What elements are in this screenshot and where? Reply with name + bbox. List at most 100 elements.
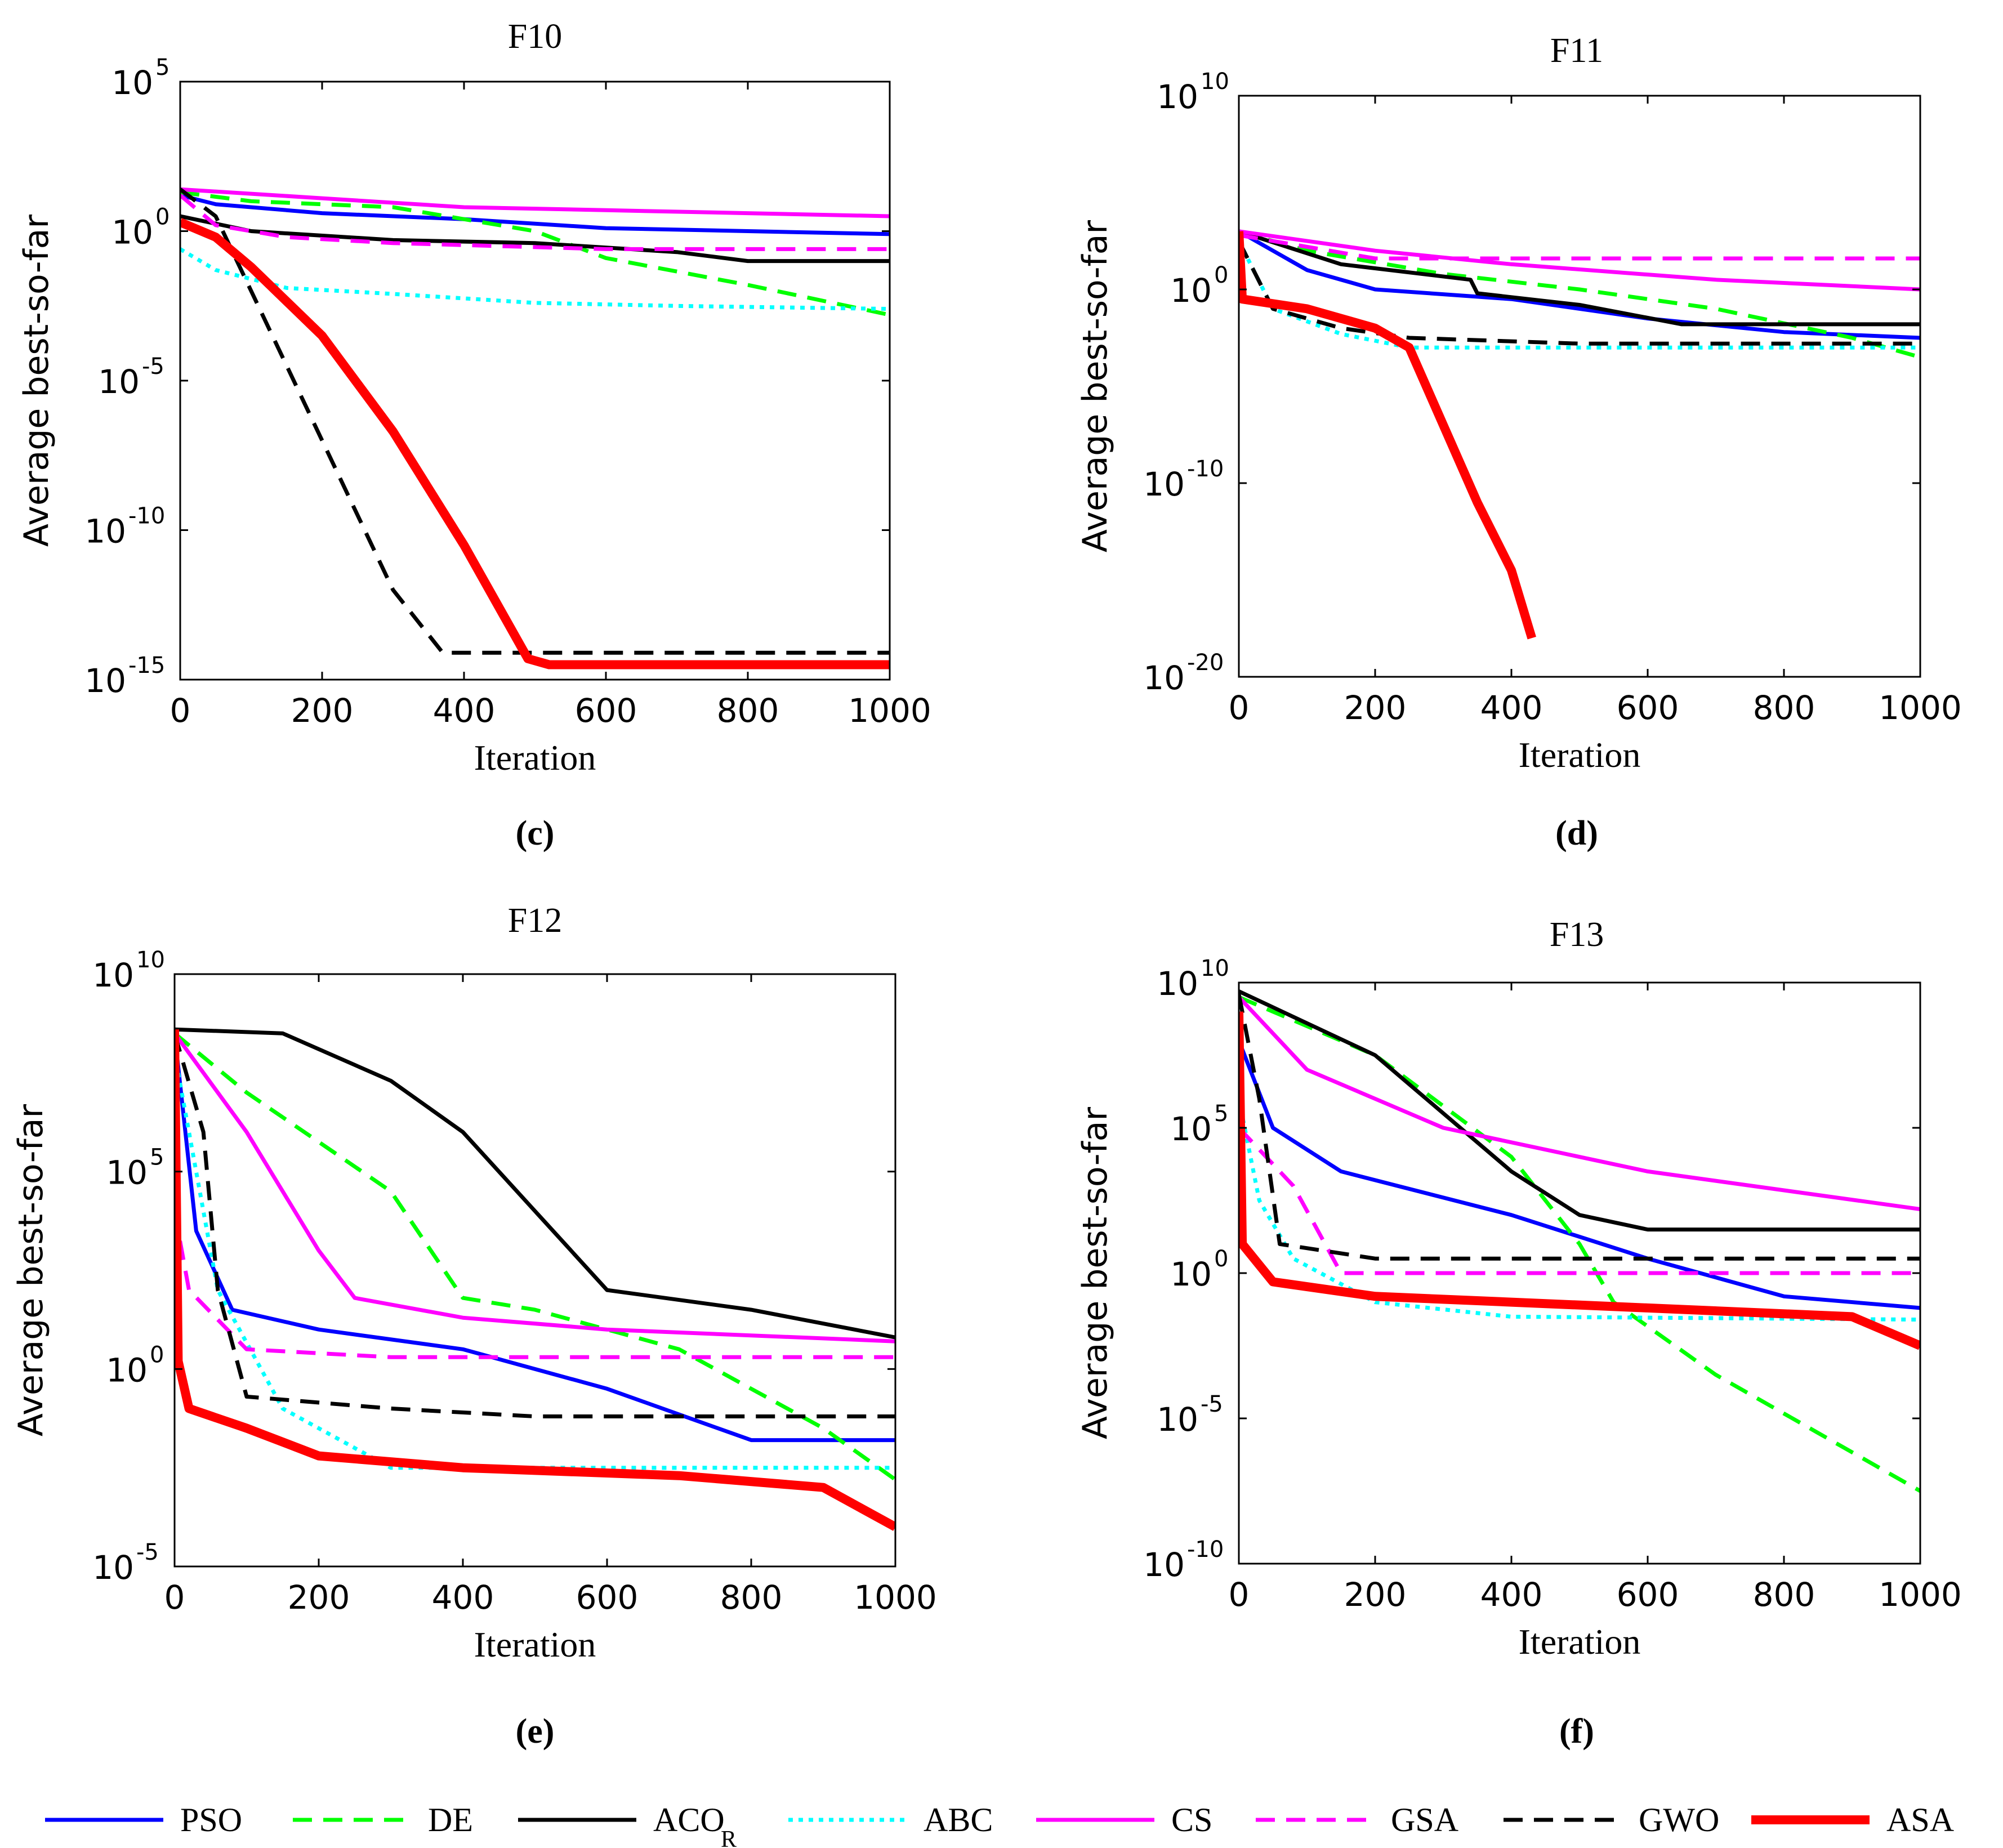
y-tick-label: 10 10 (1157, 956, 1229, 1003)
series-group (1239, 989, 1920, 1493)
x-tick-label: 200 (1344, 689, 1407, 727)
series-line-aco (1239, 989, 1920, 1232)
y-tick-exponent: -10 (1187, 456, 1224, 482)
x-axis-label: Iteration (474, 738, 596, 778)
series-line-abc (1239, 1098, 1920, 1322)
y-tick-label: 10 -10 (84, 503, 165, 551)
series-line-cs (180, 187, 890, 218)
panel-caption: (e) (516, 1712, 555, 1751)
chart-title: F11 (1550, 32, 1603, 70)
y-tick-label: 10 -5 (92, 1539, 159, 1587)
y-tick-exponent: 10 (136, 947, 165, 973)
y-tick-label: 10 0 (111, 204, 169, 252)
series-line-gwo (1239, 240, 1920, 346)
y-tick-base: 10 (1170, 271, 1212, 310)
series-line-gsa (1239, 1126, 1920, 1275)
x-tick-label: 0 (1229, 1575, 1250, 1614)
legend-item-gwo: GWO (1504, 1801, 1719, 1838)
series-line-asa (1239, 231, 1536, 640)
x-axis-label: Iteration (1519, 1622, 1641, 1662)
x-tick-label: 800 (1753, 689, 1815, 727)
y-tick-base: 10 (1143, 465, 1185, 503)
y-tick-exponent: 5 (1214, 1101, 1228, 1127)
legend-label: ABC (924, 1801, 993, 1838)
legend-item-gsa: GSA (1256, 1801, 1458, 1838)
y-tick-label: 10 -10 (1143, 456, 1224, 503)
y-tick-label: 10 5 (111, 55, 169, 102)
legend-label: GWO (1639, 1801, 1719, 1838)
y-tick-exponent: 0 (1214, 1246, 1228, 1272)
x-tick-label: 1000 (1879, 1575, 1962, 1614)
legend-label: ACO (653, 1801, 725, 1838)
series-line-cs (1239, 996, 1920, 1211)
chart-title: F12 (508, 901, 562, 940)
series-group (180, 187, 890, 669)
series-line-cs (175, 1032, 895, 1343)
series-group (175, 1027, 895, 1531)
x-tick-label: 400 (1480, 1575, 1543, 1614)
series-line-gwo (175, 1033, 895, 1418)
x-tick-label: 0 (1229, 689, 1250, 727)
x-tick-label: 600 (575, 691, 637, 730)
y-tick-base: 10 (1143, 659, 1185, 697)
y-axis-label: Average best-so-far (17, 215, 56, 547)
y-tick-exponent: -10 (1187, 1537, 1224, 1563)
y-tick-base: 10 (106, 1351, 148, 1389)
x-tick-label: 1000 (854, 1578, 937, 1617)
series-line-de (1239, 995, 1920, 1493)
y-axis-label: Average best-so-far (1076, 1107, 1115, 1440)
y-tick-label: 10 0 (106, 1342, 164, 1389)
y-tick-exponent: -20 (1187, 650, 1224, 676)
y-tick-exponent: 5 (155, 55, 169, 81)
legend-label: GSA (1391, 1801, 1458, 1838)
x-tick-label: 0 (164, 1578, 185, 1617)
series-line-gwo (1239, 993, 1920, 1261)
x-tick-label: 400 (433, 691, 496, 730)
x-tick-label: 1000 (848, 691, 931, 730)
series-line-abc (175, 1052, 895, 1470)
series-line-asa (180, 218, 890, 669)
y-tick-base: 10 (1170, 1110, 1212, 1148)
series-line-gwo (180, 188, 890, 655)
y-tick-base: 10 (111, 64, 153, 102)
series-line-aco (175, 1027, 895, 1340)
x-tick-label: 600 (1617, 1575, 1679, 1614)
y-tick-exponent: -5 (1201, 1391, 1223, 1417)
y-tick-base: 10 (111, 213, 153, 252)
x-tick-label: 1000 (1879, 689, 1962, 727)
y-tick-exponent: -5 (142, 354, 164, 380)
legend-item-abc: ABC (788, 1801, 993, 1838)
y-tick-base: 10 (1157, 1400, 1198, 1439)
legend-item-pso: PSO (45, 1801, 242, 1838)
series-group (1239, 229, 1920, 640)
y-tick-base: 10 (106, 1154, 148, 1192)
series-line-gsa (180, 194, 890, 251)
y-tick-label: 10 5 (106, 1145, 164, 1192)
y-tick-base: 10 (84, 662, 126, 700)
x-tick-label: 800 (717, 691, 779, 730)
legend-item-de: DE (293, 1801, 473, 1838)
y-tick-exponent: -15 (128, 653, 165, 679)
legend-item-asa: ASA (1751, 1801, 1954, 1838)
series-line-abc (180, 247, 890, 311)
x-tick-label: 200 (291, 691, 354, 730)
y-tick-label: 10 10 (1157, 69, 1229, 116)
panel-caption: (c) (516, 814, 555, 852)
series-line-gsa (175, 1211, 895, 1359)
x-tick-label: 800 (1753, 1575, 1815, 1614)
series-line-de (1239, 229, 1920, 359)
series-line-pso (1239, 1039, 1920, 1310)
y-tick-base: 10 (1157, 78, 1198, 116)
y-tick-label: 10 -5 (98, 354, 164, 401)
x-tick-label: 600 (576, 1578, 639, 1617)
y-tick-exponent: 5 (150, 1145, 164, 1171)
y-tick-exponent: 0 (1214, 262, 1228, 288)
y-tick-exponent: 10 (1201, 69, 1229, 95)
x-tick-label: 200 (288, 1578, 350, 1617)
